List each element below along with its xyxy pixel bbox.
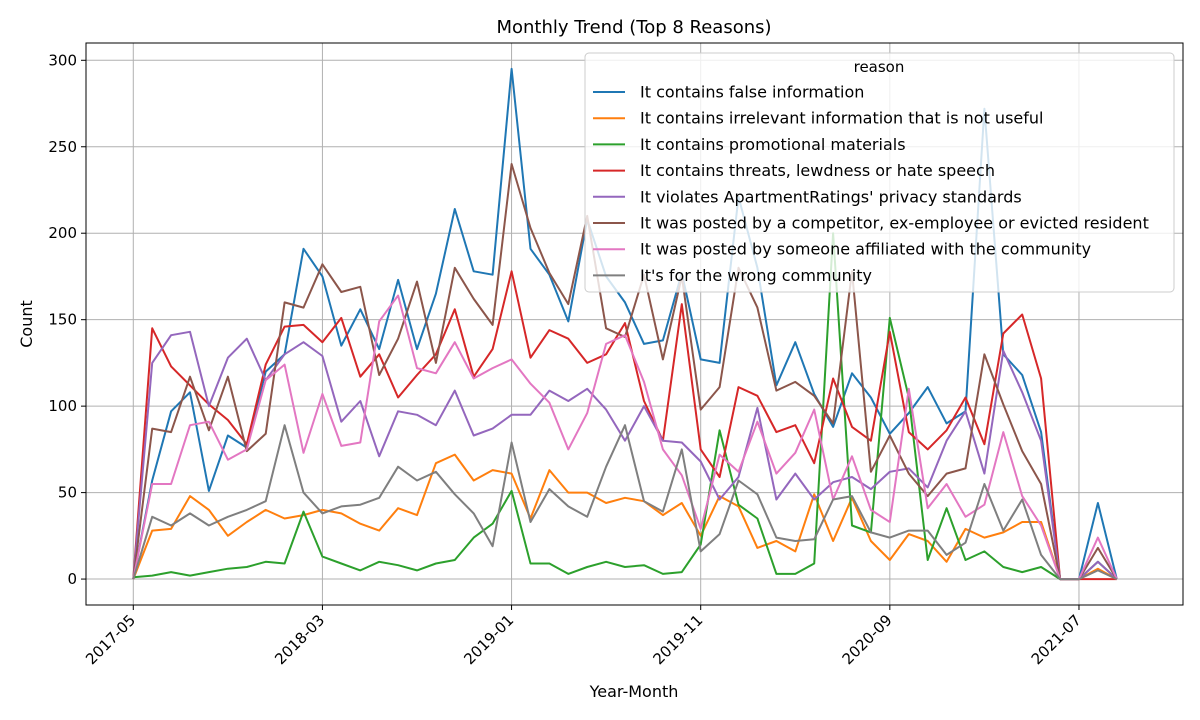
y-tick-label: 100 bbox=[48, 397, 77, 415]
legend-items: It contains false information It contains… bbox=[593, 83, 1149, 285]
legend-label: It was posted by someone affiliated with… bbox=[640, 240, 1091, 259]
series-line-3 bbox=[133, 232, 1118, 581]
y-axis-label: Count bbox=[17, 300, 36, 348]
y-tick-label: 300 bbox=[48, 51, 77, 69]
y-tick-label: 150 bbox=[48, 311, 77, 329]
legend-label: It contains threats, lewdness or hate sp… bbox=[640, 161, 995, 180]
chart-title: Monthly Trend (Top 8 Reasons) bbox=[496, 17, 771, 38]
series-line-4 bbox=[132, 270, 1117, 581]
legend-label: It's for the wrong community bbox=[640, 266, 872, 285]
legend-title: reason bbox=[854, 58, 905, 76]
plot-frame bbox=[85, 42, 1184, 606]
legend-box bbox=[584, 52, 1175, 293]
y-tick-label: 50 bbox=[58, 484, 77, 502]
y-tick-label: 200 bbox=[48, 224, 77, 242]
series-line-7 bbox=[132, 294, 1118, 581]
legend-label: It contains promotional materials bbox=[640, 135, 906, 154]
series-line-5 bbox=[132, 330, 1118, 581]
legend-label: It contains false information bbox=[640, 83, 864, 102]
y-axis-ticks: 0 50 100 150 200 250 300 bbox=[48, 51, 86, 588]
legend-label: It contains irrelevant information that … bbox=[640, 109, 1043, 128]
legend-label: It violates ApartmentRatings' privacy st… bbox=[640, 187, 1022, 206]
x-axis-label: Year-Month bbox=[589, 682, 679, 701]
y-tick-label: 0 bbox=[67, 570, 77, 588]
series-lines bbox=[132, 67, 1118, 581]
legend-label: It was posted by a competitor, ex-employ… bbox=[640, 214, 1149, 233]
y-tick-label: 250 bbox=[48, 138, 77, 156]
series-line-8 bbox=[132, 424, 1118, 581]
